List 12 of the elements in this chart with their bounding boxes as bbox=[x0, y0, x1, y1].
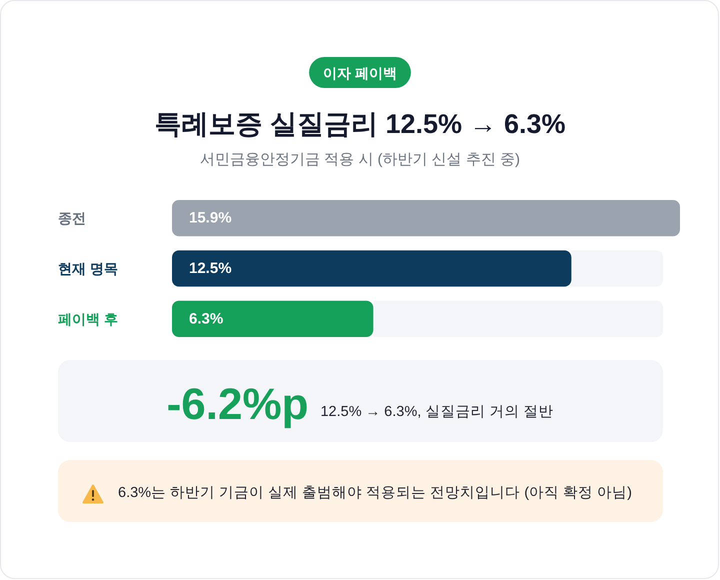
data-label: 15.9% bbox=[189, 210, 232, 227]
text: 12.5% → 6.3%, 실질금리 거의 절반 bbox=[320, 404, 554, 420]
y-tick-label: 페이백 후 bbox=[58, 310, 118, 327]
text: 6.3%는 하반기 기금이 실제 출범해야 적용되는 전망치입니다 (아직 확정 아님) bbox=[118, 485, 632, 501]
y-tick-label: 현재 명목 bbox=[58, 260, 118, 276]
text: -6.2%p bbox=[166, 380, 308, 429]
y-tick-label: 종전 bbox=[58, 210, 86, 226]
data-label: 12.5% bbox=[189, 260, 232, 277]
chart-subtitle: 서민금융안정기금 적용 시 (하반기 신설 추진 중) bbox=[200, 151, 520, 168]
text: 이자 페이백 bbox=[323, 65, 397, 81]
data-label: 6.3% bbox=[189, 310, 224, 328]
chart-title: 특례보증 실질금리 12.5% → 6.3% bbox=[154, 109, 566, 139]
